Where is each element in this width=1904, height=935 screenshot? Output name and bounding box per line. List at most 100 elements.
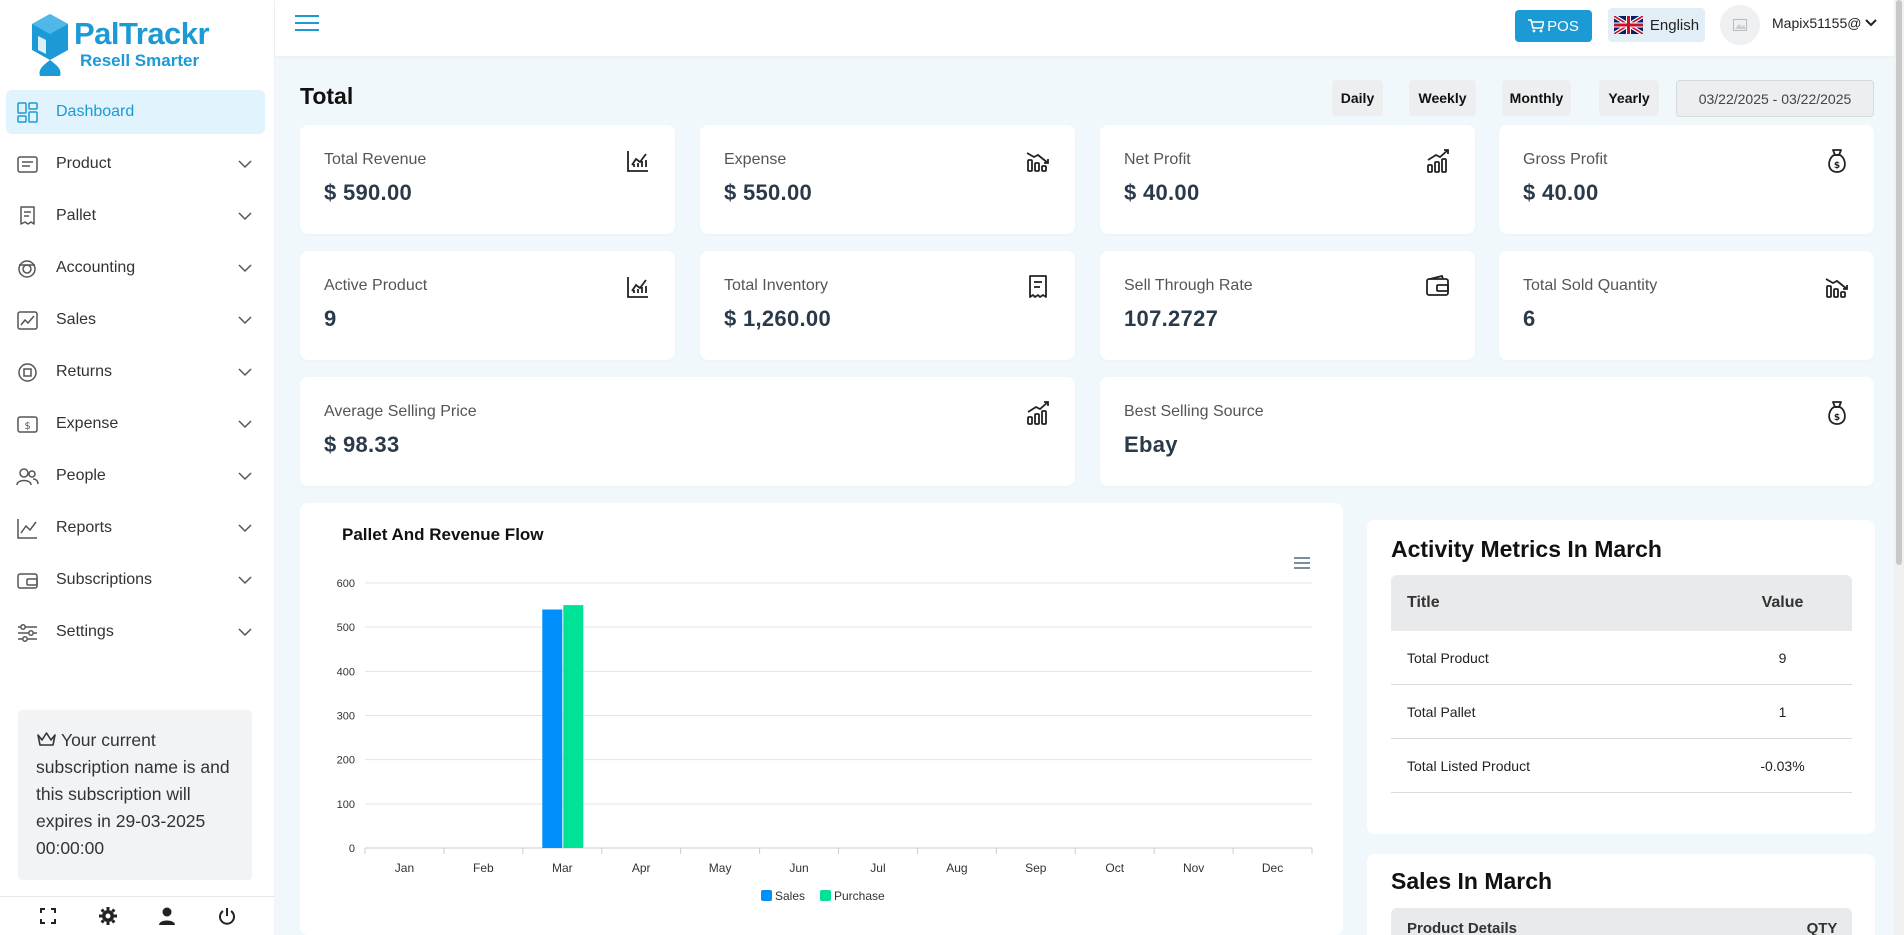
sidebar-item-reports[interactable]: Reports <box>6 506 265 550</box>
chevron-down-icon <box>238 576 252 585</box>
chart-menu-icon[interactable] <box>1293 556 1311 570</box>
stat-label: Best Selling Source <box>1124 403 1264 420</box>
row-title: Total Listed Product <box>1407 757 1530 774</box>
column-header-value: Value <box>1761 594 1804 611</box>
user-avatar[interactable] <box>1720 5 1760 45</box>
stat-card-best-selling-source: Best Selling Source Ebay $ <box>1100 377 1874 486</box>
row-value: 1 <box>1778 703 1787 720</box>
legend-label-sales: Sales <box>775 889 805 903</box>
stat-label: Expense <box>724 151 787 168</box>
stat-label: Average Selling Price <box>324 403 477 420</box>
sidebar-item-label: People <box>56 467 106 484</box>
sales-icon <box>15 308 39 332</box>
table-row: Total Pallet 1 <box>1391 685 1852 739</box>
activity-metrics-card: Activity Metrics In March Title Value To… <box>1367 520 1875 834</box>
user-icon[interactable] <box>157 906 177 926</box>
stat-label: Gross Profit <box>1523 151 1608 168</box>
stat-card-total-inventory: Total Inventory $ 1,260.00 <box>700 251 1075 360</box>
period-weekly-button[interactable]: Weekly <box>1409 80 1476 116</box>
y-tick-label: 600 <box>337 578 355 590</box>
accounting-icon <box>15 256 39 280</box>
stat-value: 9 <box>324 306 337 331</box>
pallet-icon <box>15 204 39 228</box>
brand-logo[interactable]: PalTrackr Resell Smarter <box>28 10 210 76</box>
chart-down-icon <box>1824 274 1850 300</box>
period-daily-button[interactable]: Daily <box>1332 80 1383 116</box>
pos-button[interactable]: POS <box>1515 10 1592 42</box>
y-tick-label: 400 <box>337 666 355 678</box>
stat-label: Sell Through Rate <box>1124 277 1253 294</box>
y-tick-label: 200 <box>337 755 355 767</box>
sidebar-item-people[interactable]: People <box>6 454 265 498</box>
bar-sales-mar <box>542 609 563 848</box>
stat-card-total-revenue: Total Revenue $ 590.00 <box>300 125 675 234</box>
subscriptions-icon <box>15 568 39 592</box>
sidebar: PalTrackr Resell Smarter Dashboard Produc… <box>0 0 275 935</box>
stat-value: $ 40.00 <box>1523 180 1599 205</box>
sidebar-item-settings[interactable]: Settings <box>6 610 265 654</box>
stat-value: 6 <box>1523 306 1536 331</box>
fullscreen-icon[interactable] <box>38 906 58 926</box>
stat-value: $ 1,260.00 <box>724 306 831 331</box>
sidebar-item-accounting[interactable]: Accounting <box>6 246 265 290</box>
table-row: Total Product 9 <box>1391 631 1852 685</box>
sidebar-item-label: Accounting <box>56 259 136 276</box>
legend-marker-sales <box>761 890 772 901</box>
menu-toggle-icon[interactable] <box>295 14 319 32</box>
row-value: 9 <box>1778 649 1787 666</box>
stat-label: Total Revenue <box>324 151 427 168</box>
product-icon <box>15 152 39 176</box>
power-icon[interactable] <box>217 906 237 926</box>
activity-title: Activity Metrics In March <box>1391 536 1662 562</box>
sidebar-item-label: Sales <box>56 311 97 328</box>
subscription-notice: Your current subscription name is and th… <box>18 710 252 880</box>
sidebar-item-dashboard[interactable]: Dashboard <box>6 90 265 134</box>
top-header: POS English Mapix51155@ <box>275 0 1904 56</box>
crown-icon <box>37 732 56 746</box>
svg-text:$: $ <box>24 421 30 432</box>
sidebar-item-label: Pallet <box>56 207 97 224</box>
x-tick-label: Feb <box>473 861 494 875</box>
chevron-down-icon <box>238 212 252 221</box>
y-tick-label: 0 <box>349 843 355 855</box>
x-tick-label: Jun <box>789 861 808 875</box>
y-tick-label: 500 <box>337 622 355 634</box>
stat-card-expense: Expense $ 550.00 <box>700 125 1075 234</box>
column-header-product: Product Details <box>1407 920 1518 935</box>
brand-tagline: Resell Smarter <box>80 50 200 70</box>
brand-name: PalTrackr <box>74 15 210 51</box>
sidebar-item-pallet[interactable]: Pallet <box>6 194 265 238</box>
user-menu[interactable]: Mapix51155@ <box>1772 15 1878 31</box>
row-title: Total Product <box>1407 649 1489 666</box>
stat-card-net-profit: Net Profit $ 40.00 <box>1100 125 1475 234</box>
expense-icon: $ <box>15 412 39 436</box>
cart-icon <box>1528 19 1545 33</box>
stat-label: Total Sold Quantity <box>1523 277 1658 294</box>
receipt-icon <box>1025 274 1051 300</box>
sidebar-item-sales[interactable]: Sales <box>6 298 265 342</box>
reports-icon <box>15 516 39 540</box>
period-yearly-button[interactable]: Yearly <box>1599 80 1659 116</box>
scrollbar-thumb[interactable] <box>1896 0 1902 565</box>
bar-purchase-mar <box>563 605 584 848</box>
bar-chart: 0 100 200 300 400 500 600 Jan Feb Mar Apr May Jun Jul… <box>337 578 1313 903</box>
sidebar-item-expense[interactable]: $ Expense <box>6 402 265 446</box>
sidebar-item-product[interactable]: Product <box>6 142 265 186</box>
sidebar-item-subscriptions[interactable]: Subscriptions <box>6 558 265 602</box>
chart-down-icon <box>1025 148 1051 174</box>
period-monthly-button[interactable]: Monthly <box>1502 80 1571 116</box>
stat-card-total-sold-quantity: Total Sold Quantity 6 <box>1499 251 1874 360</box>
chevron-down-icon <box>238 316 252 325</box>
language-selector[interactable]: English <box>1608 8 1705 42</box>
returns-icon <box>15 360 39 384</box>
sales-in-month-card: Sales In March Product Details QTY <box>1367 854 1875 935</box>
gear-icon[interactable] <box>98 906 118 926</box>
sidebar-footer <box>0 896 275 935</box>
table-row: Total Listed Product -0.03% <box>1391 739 1852 793</box>
chevron-down-icon <box>238 160 252 169</box>
date-range-picker[interactable]: 03/22/2025 - 03/22/2025 <box>1676 80 1874 117</box>
y-tick-label: 300 <box>337 711 355 723</box>
legend-label-purchase: Purchase <box>834 889 885 903</box>
dashboard-icon <box>15 100 39 124</box>
sidebar-item-returns[interactable]: Returns <box>6 350 265 394</box>
